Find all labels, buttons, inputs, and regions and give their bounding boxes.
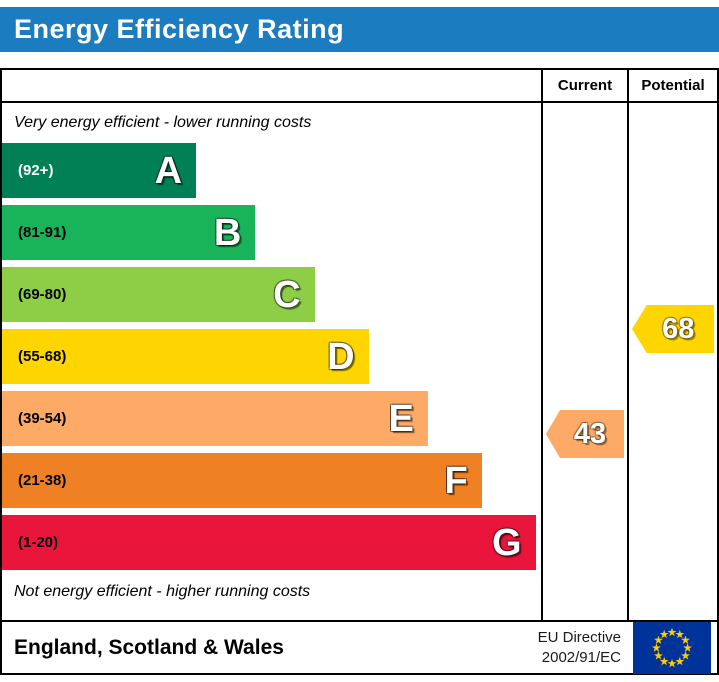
potential-column: Potential 68 <box>627 70 717 620</box>
potential-header: Potential <box>629 70 717 103</box>
eu-directive-text: EU Directive 2002/91/EC <box>538 628 621 669</box>
band-range: (39-54) <box>18 410 67 427</box>
band-range: (1-20) <box>18 534 59 551</box>
chart-area: Very energy efficient - lower running co… <box>2 70 717 620</box>
current-column: Current 43 <box>541 70 627 620</box>
band-letter: C <box>273 273 301 316</box>
energy-efficiency-rating-page: Energy Efficiency Rating Very energy eff… <box>0 7 719 682</box>
band-range: (21-38) <box>18 472 67 489</box>
eu-flag-icon <box>633 622 711 674</box>
region-label: England, Scotland & Wales <box>14 636 284 659</box>
band-bar-e: (39-54) E <box>2 391 428 446</box>
rating-chart: Very energy efficient - lower running co… <box>0 68 719 675</box>
band-letter: B <box>213 211 242 254</box>
current-value: 43 <box>573 417 607 450</box>
potential-value: 68 <box>662 312 695 345</box>
band-bar-f: (21-38) F <box>2 453 482 508</box>
band-bar-c: (69-80) C <box>2 267 315 322</box>
title-bar: Energy Efficiency Rating <box>0 7 719 52</box>
page-title: Energy Efficiency Rating <box>14 14 345 44</box>
eu-directive-line1: EU Directive <box>537 628 621 646</box>
bands-list: (92+) A (81-91) B (69-80) C (55-68) D <box>2 143 541 577</box>
band-range: (81-91) <box>18 224 67 241</box>
potential-pointer: 68 <box>632 305 714 353</box>
band-bar-g: (1-20) G <box>2 515 536 570</box>
band-letter: D <box>327 335 355 378</box>
bands-column: Very energy efficient - lower running co… <box>2 70 541 620</box>
band-range: (92+) <box>18 162 54 179</box>
band-bar-a: (92+) A <box>2 143 197 198</box>
band-letter: E <box>388 397 414 440</box>
band-bar-d: (55-68) D <box>2 329 369 384</box>
eu-directive-line2: 2002/91/EC <box>541 649 621 666</box>
band-range: (55-68) <box>18 348 67 365</box>
band-letter: F <box>444 459 468 502</box>
band-letter: A <box>154 149 183 192</box>
current-pointer: 43 <box>546 410 624 458</box>
band-range: (69-80) <box>18 286 67 303</box>
header-spacer <box>2 70 541 103</box>
current-header: Current <box>543 70 627 103</box>
band-letter: G <box>492 521 522 564</box>
footer: England, Scotland & Wales EU Directive 2… <box>2 620 717 674</box>
top-note: Very energy efficient - lower running co… <box>14 114 312 131</box>
bottom-note: Not energy efficient - higher running co… <box>14 583 311 600</box>
band-bar-b: (81-91) B <box>2 205 256 260</box>
